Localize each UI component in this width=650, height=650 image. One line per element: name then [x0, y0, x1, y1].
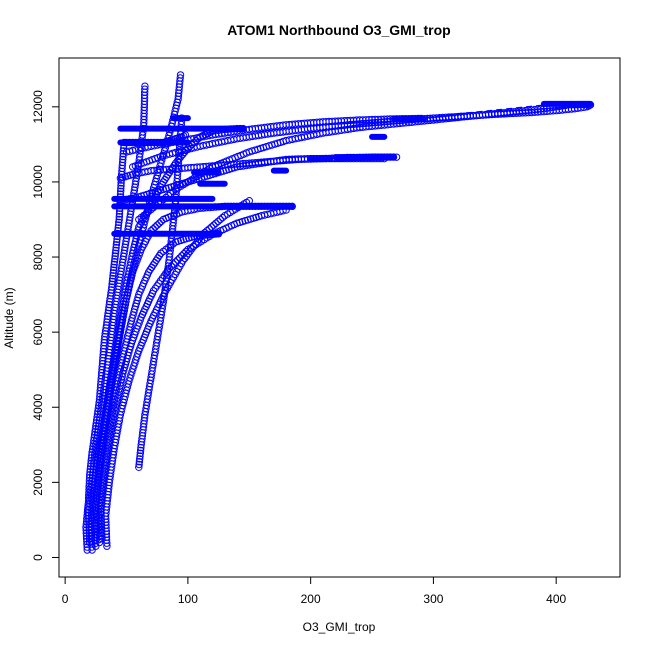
- data-point: [176, 74, 184, 82]
- data-point: [141, 85, 149, 93]
- data-point: [136, 449, 145, 457]
- data-point: [135, 460, 143, 469]
- data-point: [88, 543, 96, 551]
- connector-line: [396, 104, 544, 120]
- data-point: [191, 240, 200, 248]
- data-point: [169, 187, 177, 196]
- data-point: [112, 246, 120, 255]
- data-point: [109, 266, 118, 274]
- data-point: [151, 223, 159, 231]
- y-axis-label: Altitude (m): [2, 287, 16, 348]
- data-point: [109, 269, 118, 277]
- data-point: [117, 184, 125, 193]
- data-point: [137, 213, 145, 222]
- data-point: [136, 455, 144, 463]
- y-tick-label: 0: [31, 554, 45, 561]
- x-axis: 0 100 200 300 400: [62, 577, 566, 606]
- data-point: [110, 260, 118, 269]
- data-point: [117, 182, 125, 190]
- plot-frame: [58, 57, 621, 578]
- data-bands: [111, 100, 594, 237]
- data-point: [109, 272, 117, 280]
- data-point: [212, 219, 220, 227]
- data-point: [181, 254, 189, 263]
- y-tick-label: 10000: [31, 165, 45, 199]
- data-point: [142, 209, 150, 218]
- data-point: [218, 213, 227, 222]
- y-tick-label: 6000: [31, 318, 45, 345]
- data-point: [179, 257, 187, 265]
- data-point: [176, 71, 185, 79]
- data-point: [137, 443, 145, 452]
- data-point: [136, 446, 145, 455]
- data-point: [155, 219, 164, 227]
- data-point: [119, 152, 127, 161]
- data-point: [216, 215, 225, 224]
- data-point: [108, 277, 117, 286]
- data-point: [182, 247, 190, 256]
- x-tick-label: 300: [423, 592, 443, 606]
- data-point: [210, 221, 218, 229]
- data-point: [190, 242, 198, 251]
- data-point: [135, 215, 143, 224]
- data-point: [184, 249, 193, 258]
- y-tick-label: 8000: [31, 243, 45, 270]
- data-point: [193, 238, 202, 246]
- data-point: [88, 540, 96, 548]
- data-point: [84, 494, 93, 502]
- data-points: [82, 71, 595, 554]
- y-tick-label: 4000: [31, 394, 45, 421]
- data-point: [111, 255, 119, 263]
- data-point: [115, 213, 124, 221]
- data-point: [157, 249, 165, 258]
- x-tick-label: 200: [301, 592, 321, 606]
- data-point: [136, 452, 144, 460]
- chart-title: ATOM1 Northbound O3_GMI_trop: [227, 22, 450, 38]
- data-point: [119, 155, 127, 164]
- data-point: [135, 458, 144, 466]
- data-point: [113, 238, 121, 246]
- data-point: [88, 537, 96, 545]
- x-axis-label: O3_GMI_trop: [303, 620, 376, 634]
- data-point: [108, 280, 116, 288]
- data-point: [85, 491, 93, 499]
- data-point: [186, 247, 194, 255]
- data-point: [114, 221, 123, 229]
- data-point: [207, 223, 216, 231]
- data-point: [109, 274, 117, 283]
- data-point: [110, 258, 119, 266]
- data-point: [141, 82, 149, 90]
- data-point: [188, 245, 196, 253]
- data-point: [115, 218, 123, 227]
- data-point: [115, 210, 124, 218]
- data-point: [92, 542, 100, 550]
- x-tick-label: 400: [546, 592, 566, 606]
- data-point: [117, 187, 125, 196]
- data-point: [214, 217, 222, 226]
- data-point: [108, 283, 116, 291]
- data-point: [115, 215, 123, 224]
- x-tick-label: 0: [62, 592, 69, 606]
- data-point: [118, 158, 127, 167]
- data-point: [153, 221, 161, 229]
- data-point: [112, 241, 121, 249]
- data-point: [135, 463, 143, 471]
- data-point: [111, 252, 119, 260]
- data-point: [111, 249, 120, 258]
- data-point: [140, 211, 148, 220]
- data-point: [112, 243, 120, 252]
- y-axis: 0 2000 4000 6000 8000 10000 12000: [31, 90, 59, 561]
- y-tick-label: 2000: [31, 469, 45, 496]
- y-tick-label: 12000: [31, 90, 45, 124]
- data-point: [110, 263, 118, 272]
- x-tick-label: 100: [178, 592, 198, 606]
